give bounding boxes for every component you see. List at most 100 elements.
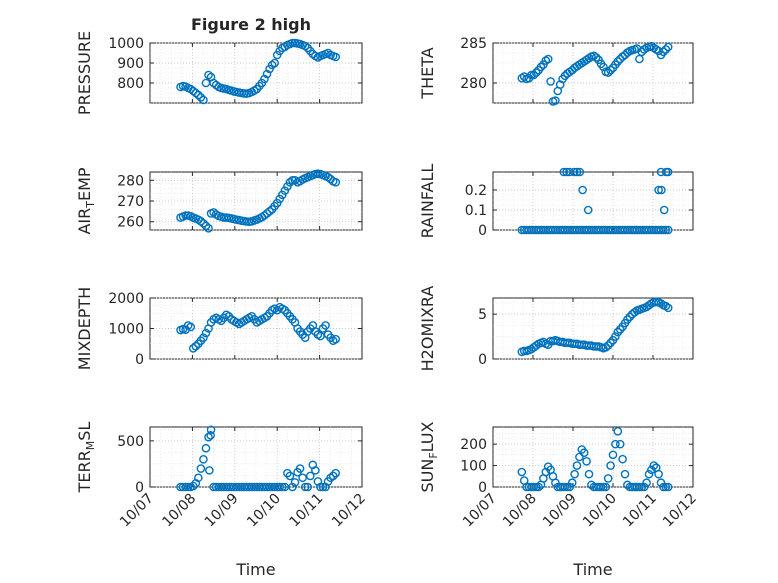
data-point [277, 482, 287, 492]
data-point [620, 469, 630, 479]
data-point [316, 331, 325, 341]
data-point [536, 62, 546, 72]
data-point [661, 482, 671, 492]
data-point [201, 221, 211, 231]
data-point [601, 343, 611, 352]
data-point [183, 482, 193, 492]
data-point [546, 77, 555, 86]
data-point [603, 68, 613, 77]
data-point [654, 185, 663, 195]
data-point [199, 219, 208, 228]
data-point [199, 333, 208, 342]
data-point [579, 448, 589, 458]
data-point [661, 225, 671, 235]
data-point [663, 225, 673, 235]
axes-box [492, 171, 694, 231]
data-point [181, 211, 190, 220]
data-point [201, 328, 211, 338]
data-point [196, 93, 206, 102]
data-point [328, 471, 338, 481]
data-point [583, 205, 593, 215]
data-point [298, 473, 307, 483]
y-tick-label: 280 [117, 173, 144, 189]
data-point [659, 205, 669, 215]
data-point [578, 185, 587, 195]
data-point [186, 322, 196, 332]
data-point [300, 41, 310, 51]
data-point [303, 482, 313, 492]
y-tick-label: 900 [117, 56, 144, 72]
data-point [663, 303, 673, 313]
y-tick-label: 0 [135, 480, 144, 496]
data-point [611, 439, 620, 449]
data-point [635, 54, 644, 64]
data-point [265, 207, 274, 216]
data-point [630, 308, 639, 317]
data-point [199, 95, 208, 105]
data-point [260, 74, 269, 84]
subplot-row1-left: 800 900 1000 PRESSURE [75, 31, 363, 115]
data-point [194, 90, 203, 100]
data-point [196, 216, 206, 226]
data-point [563, 482, 572, 492]
data-point [531, 68, 541, 77]
y-tick-label: 0 [135, 352, 144, 368]
data-point [531, 341, 541, 350]
data-point [285, 471, 295, 481]
data-point [644, 469, 654, 479]
data-point [649, 461, 659, 470]
data-point [331, 334, 341, 344]
data-point [601, 482, 611, 492]
data-point [267, 60, 277, 70]
y-tick-label: 0 [478, 352, 487, 368]
data-point [560, 482, 570, 492]
data-point [204, 70, 213, 80]
y-tick-label: 270 [117, 194, 144, 210]
y-tick-label: 5 [478, 307, 487, 323]
data-point [311, 466, 320, 475]
y-axis-label: AIRTEMP [75, 167, 97, 234]
y-tick-label: 1000 [108, 36, 144, 52]
data-point [659, 47, 668, 57]
data-point [543, 54, 553, 64]
data-point [615, 325, 625, 334]
data-point [663, 167, 673, 177]
data-point [608, 450, 618, 460]
subplot-row3-right: 0 5 H2OMIXRA [418, 286, 694, 371]
data-point [551, 96, 560, 105]
data-point [647, 465, 656, 475]
y-tick-label: 500 [117, 434, 144, 450]
data-point [305, 471, 315, 481]
data-point [618, 454, 627, 464]
data-point [201, 443, 211, 453]
subplot-row2-left: 260 270 280 AIRTEMP [75, 167, 363, 235]
data-point [529, 70, 539, 80]
data-point [575, 452, 584, 462]
y-axis-label: RAINFALL [418, 164, 437, 239]
data-point [188, 481, 198, 491]
data-point [644, 300, 654, 310]
figure-title: Figure 2 high [191, 15, 311, 34]
y-axis-label: TERRMSL [75, 422, 97, 494]
data-point [599, 482, 608, 492]
data-point [527, 70, 536, 80]
data-point [534, 482, 543, 492]
data-point [654, 469, 663, 479]
data-point [204, 432, 213, 442]
data-point [656, 478, 666, 488]
data-point [613, 327, 623, 337]
data-point [584, 469, 594, 479]
data-point [565, 482, 575, 492]
data-point [199, 455, 208, 464]
y-tick-label: 0 [478, 223, 487, 239]
x-axis-label: Time [235, 560, 275, 579]
data-point [206, 431, 215, 440]
y-tick-label: 285 [460, 36, 487, 52]
data-point [639, 482, 649, 492]
data-point [635, 482, 644, 492]
data-point [206, 425, 216, 435]
data-point [603, 474, 613, 483]
y-axis-label: THETA [418, 47, 437, 99]
y-tick-label: 100 [460, 459, 487, 475]
